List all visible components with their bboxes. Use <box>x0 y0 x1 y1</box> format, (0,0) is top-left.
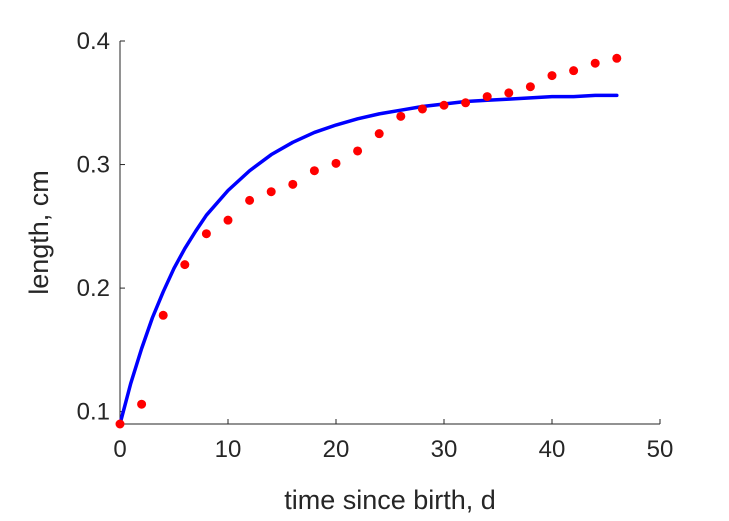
y-tick-label: 0.2 <box>77 275 110 302</box>
data-point <box>396 111 406 121</box>
x-tick-label: 30 <box>431 436 458 463</box>
data-point <box>547 71 557 81</box>
fitted-curve-line <box>118 93 619 426</box>
y-axis-label: length, cm <box>24 170 54 295</box>
data-point <box>482 92 492 102</box>
data-point <box>288 179 298 189</box>
data-point <box>461 98 471 108</box>
data-point <box>245 195 255 205</box>
data-point <box>115 419 125 429</box>
data-point <box>266 187 276 197</box>
data-point <box>309 166 319 176</box>
data-point <box>201 229 211 239</box>
fitted-curve-layer <box>118 93 619 426</box>
x-tick-label: 10 <box>215 436 242 463</box>
y-ticks: 0.1 0.2 0.3 0.4 <box>77 28 125 426</box>
data-point <box>353 146 363 156</box>
data-point <box>439 100 449 110</box>
x-tick-label: 50 <box>647 436 674 463</box>
y-tick-label: 0.3 <box>77 152 110 179</box>
data-point <box>223 215 233 225</box>
data-point <box>137 399 147 409</box>
data-point <box>417 104 427 114</box>
data-point <box>590 58 600 68</box>
data-point <box>612 53 622 63</box>
data-point <box>525 82 535 92</box>
x-axis-label: time since birth, d <box>284 485 496 515</box>
x-ticks: 0 10 20 30 40 50 <box>113 419 673 463</box>
data-point <box>180 260 190 270</box>
data-points-layer <box>115 53 622 429</box>
x-tick-label: 0 <box>113 436 126 463</box>
data-point <box>569 66 579 76</box>
axes <box>119 41 660 425</box>
x-tick-label: 40 <box>539 436 566 463</box>
y-tick-label: 0.4 <box>77 28 110 55</box>
data-point <box>374 129 384 139</box>
y-tick-label: 0.1 <box>77 399 110 426</box>
data-point <box>158 310 168 320</box>
data-point <box>331 158 341 168</box>
data-point <box>504 88 514 98</box>
x-tick-label: 20 <box>323 436 350 463</box>
